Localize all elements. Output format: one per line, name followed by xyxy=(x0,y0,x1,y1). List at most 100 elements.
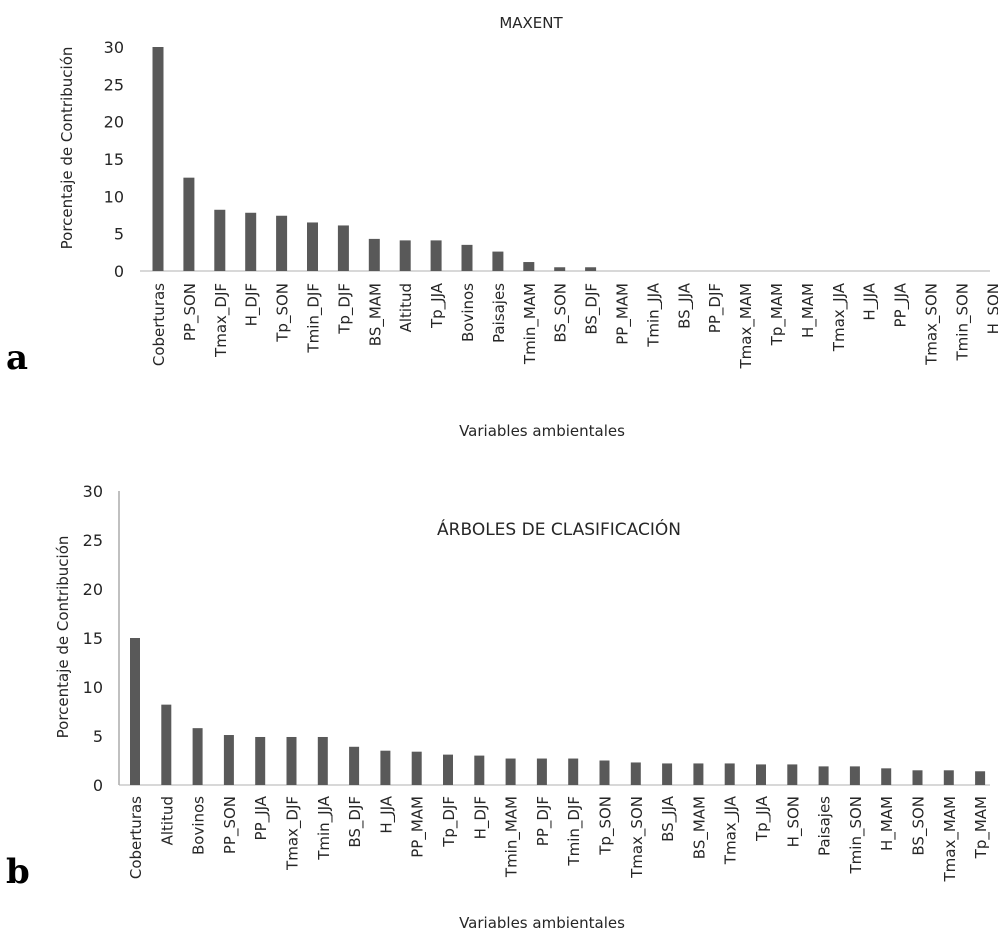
panel-a-category-label: BS_JJA xyxy=(675,282,694,329)
panel-a-category-label: Tmax_MAM xyxy=(737,283,756,370)
panel-b-y-tick-label: 5 xyxy=(93,727,103,746)
panel-a-bar xyxy=(245,212,257,271)
panel-b-category-label: H_DJF xyxy=(471,796,490,839)
panel-a-category-label: PP_JJA xyxy=(892,282,911,327)
panel-a-bar xyxy=(337,225,349,271)
panel-a-category-label: H_SON xyxy=(984,283,998,334)
panel-a-y-tick-label: 20 xyxy=(104,113,124,132)
panel-a-y-tick-label: 0 xyxy=(114,262,124,281)
panel-a-category-label: Tp_DJF xyxy=(335,283,354,335)
panel-a-bar xyxy=(461,244,473,271)
panel-b-y-axis-label: Porcentaje de Contribución xyxy=(54,536,72,739)
panel-b-y-tick-label: 25 xyxy=(83,531,103,550)
panel-b-category-label: Tp_MAM xyxy=(972,796,991,859)
panel-b-category-label: Tmin_JJA xyxy=(315,795,334,861)
panel-a-bar xyxy=(430,240,442,271)
panel-a-bar xyxy=(585,267,597,271)
panel-a-panel-letter: a xyxy=(6,338,28,378)
panel-b-bar xyxy=(599,760,610,785)
panel-b-panel-letter: b xyxy=(6,852,30,892)
panel-b-bar xyxy=(317,736,328,785)
panel-b-category-label: Tmin_MAM xyxy=(503,796,522,878)
panel-b-bar xyxy=(975,771,986,785)
panel-b-bar xyxy=(130,638,140,785)
panel-a-category-label: Tp_MAM xyxy=(768,283,787,346)
panel-b-bar xyxy=(474,755,485,785)
panel-a-category-label: Tp_JJA xyxy=(428,282,447,329)
panel-a-bar xyxy=(492,251,504,271)
panel-a-bar xyxy=(523,262,535,271)
panel-b-category-label: Tmax_JJA xyxy=(722,795,741,865)
panel-b-category-label: Coberturas xyxy=(127,796,145,879)
panel-b-bar xyxy=(568,758,579,785)
panel-a-x-axis-label: Variables ambientales xyxy=(459,422,625,440)
panel-a-y-tick-label: 15 xyxy=(104,150,124,169)
panel-b-bar xyxy=(443,754,453,785)
panel-b-y-tick-label: 15 xyxy=(83,629,103,648)
panel-b-category-label: PP_SON xyxy=(221,796,240,854)
panel-b-bar xyxy=(912,770,923,785)
panel-a-category-label: H_MAM xyxy=(799,283,818,338)
panel-b-category-label: Tp_DJF xyxy=(440,796,459,848)
panel-a-bar xyxy=(399,240,411,271)
panel-a-category-label: H_DJF xyxy=(243,283,262,326)
panel-a-category-label: Tmax_DJF xyxy=(212,283,231,358)
panel-b-x-axis-label: Variables ambientales xyxy=(459,914,625,932)
panel-a-category-label: Altitud xyxy=(397,283,415,332)
panel-b-category-label: Tmax_SON xyxy=(628,796,647,879)
panel-a-bar xyxy=(368,238,380,271)
panel-a-category-label: Tp_SON xyxy=(274,283,293,343)
panel-a-category-label: H_JJA xyxy=(861,282,880,320)
panel-a-category-label: Tmin_SON xyxy=(953,283,972,362)
panel-a-category-label: Tmin_JJA xyxy=(644,282,663,348)
panel-b-bar xyxy=(662,763,673,785)
panel-b-bar xyxy=(943,770,954,785)
panel-b-bar xyxy=(756,764,766,785)
panel-b-category-label: BS_JJA xyxy=(659,795,678,842)
panel-b-category-label: Bovinos xyxy=(190,796,208,855)
panel-a-y-tick-label: 5 xyxy=(114,225,124,244)
panel-a-bar xyxy=(276,215,288,271)
panel-a-category-label: Coberturas xyxy=(150,283,168,366)
panel-b-category-label: Altitud xyxy=(158,796,176,845)
panel-a-category-label: BS_MAM xyxy=(366,283,385,346)
panel-b-bar xyxy=(630,762,641,785)
panel-a-chart-title: MAXENT xyxy=(499,14,563,32)
panel-b-bar xyxy=(380,750,391,785)
panel-b-category-label: PP_JJA xyxy=(252,795,271,840)
panel-b-category-label: PP_MAM xyxy=(409,796,428,858)
panel-b-y-tick-label: 20 xyxy=(83,580,103,599)
panel-b-y-tick-label: 30 xyxy=(83,482,103,501)
panel-a-category-label: Paisajes xyxy=(490,283,508,343)
panel-b-bar xyxy=(536,758,547,785)
panel-b-category-label: Tmin_SON xyxy=(847,796,866,875)
panel-b-category-label: Tp_SON xyxy=(597,796,616,856)
panel-b-y-tick-label: 0 xyxy=(93,776,103,795)
panel-a-category-label: Tmin_DJF xyxy=(305,283,324,354)
panel-b-category-label: BS_SON xyxy=(910,796,929,856)
panel-a-category-label: BS_DJF xyxy=(583,283,602,335)
panel-b-bar xyxy=(849,766,860,785)
panel-a-category-label: PP_DJF xyxy=(706,283,725,333)
panel-b-category-label: H_JJA xyxy=(377,795,396,833)
panel-b-bar xyxy=(192,728,203,785)
panel-a-category-label: Bovinos xyxy=(459,283,477,342)
panel-b-category-label: H_SON xyxy=(784,796,803,847)
panel-b-category-label: Tp_JJA xyxy=(753,795,772,842)
panel-b-category-label: Tmin_DJF xyxy=(565,796,584,867)
panel-a-category-label: Tmax_SON xyxy=(923,283,942,366)
panel-b-bar xyxy=(505,758,516,785)
panel-a-y-tick-label: 10 xyxy=(104,187,124,206)
panel-b-category-label: Paisajes xyxy=(816,796,834,856)
panel-a-category-label: BS_SON xyxy=(552,283,571,343)
panel-b-bar xyxy=(255,736,266,785)
panel-b-category-label: BS_DJF xyxy=(346,796,365,848)
panel-b-category-label: BS_MAM xyxy=(690,796,709,859)
panel-a-bar xyxy=(554,267,566,271)
panel-b-category-label: H_MAM xyxy=(878,796,897,851)
panel-b-category-label: Tmax_DJF xyxy=(284,796,303,871)
panel-a-bar xyxy=(152,47,164,271)
panel-a-y-tick-label: 30 xyxy=(104,38,124,57)
